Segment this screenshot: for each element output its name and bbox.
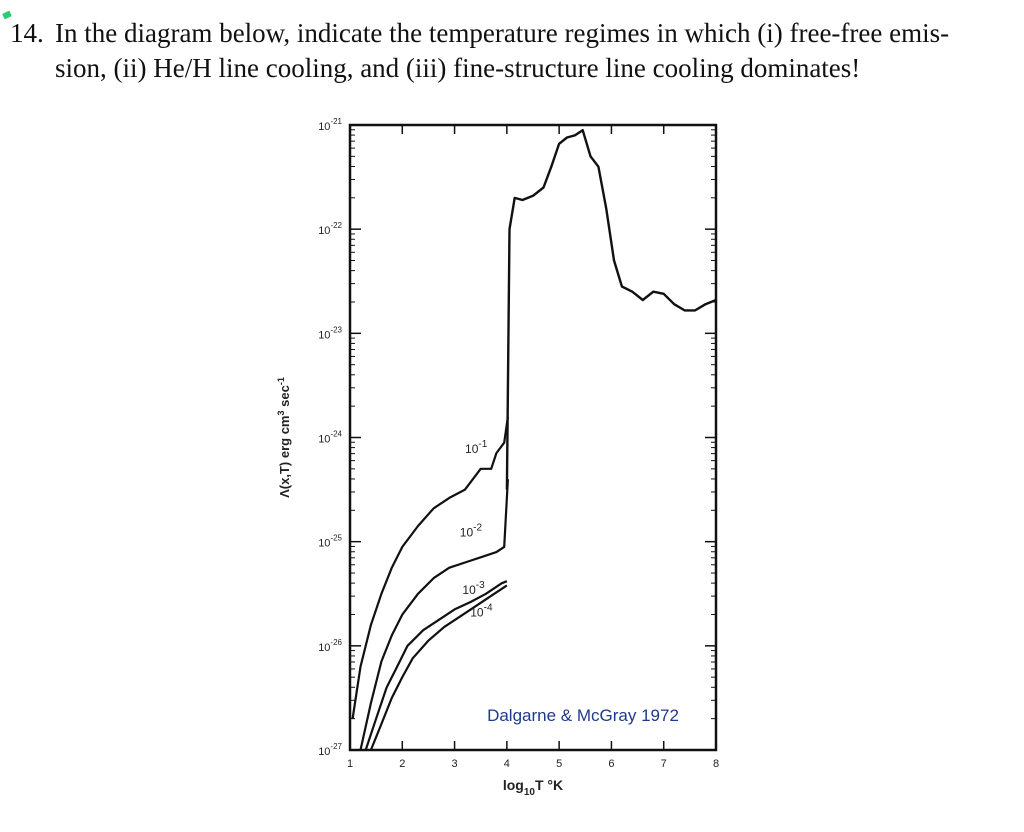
y-tick-label: 10-21 (318, 117, 342, 133)
high-temperature-curve (505, 129, 717, 490)
y-tick-label: 10-26 (318, 638, 342, 654)
series-label-1: 10-1 (465, 439, 488, 456)
series-label-4: 10-4 (470, 603, 493, 620)
y-tick-label: 10-27 (318, 742, 342, 758)
x-tick-label: 4 (504, 758, 510, 770)
series-curve-3 (364, 580, 508, 751)
x-tick-label: 7 (661, 758, 667, 770)
series-label-2: 10-2 (460, 522, 483, 539)
series-curve-2 (359, 479, 509, 751)
series-curve-1 (351, 416, 509, 719)
x-axis-label: log10T °K (503, 777, 563, 798)
x-tick-label: 5 (556, 758, 562, 770)
question-line-2: sion, (ii) He/H line cooling, and (iii) … (55, 53, 861, 83)
y-tick-label: 10-22 (318, 221, 342, 237)
series-curve-4 (369, 584, 508, 751)
series-label-3: 10-3 (462, 580, 485, 597)
question-number: 14. (10, 18, 44, 48)
y-axis-label: Λ(x,T) erg cm3 sec-1 (276, 377, 292, 498)
y-tick-label: 10-25 (318, 534, 342, 550)
source-credit: Dalgarne & McGray 1972 (487, 706, 679, 725)
x-tick-label: 2 (399, 758, 405, 770)
y-tick-label: 10-24 (318, 430, 342, 446)
x-tick-label: 6 (608, 758, 614, 770)
plot-frame (348, 123, 718, 752)
x-tick-label: 8 (713, 758, 719, 770)
y-tick-label: 10-23 (318, 325, 342, 341)
x-tick-label: 3 (452, 758, 458, 770)
x-tick-label: 1 (347, 758, 353, 770)
question-line-1: In the diagram below, indicate the tempe… (55, 18, 950, 48)
question-text: 14. In the diagram below, indicate the t… (10, 16, 1010, 86)
minor-ticks (350, 129, 716, 720)
